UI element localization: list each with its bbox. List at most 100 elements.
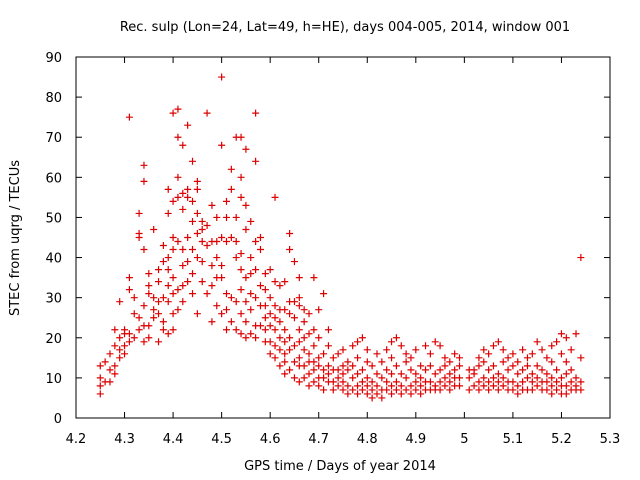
data-point xyxy=(392,362,400,370)
y-tick-label: 60 xyxy=(45,171,62,186)
data-point xyxy=(514,382,522,390)
data-point xyxy=(232,213,240,221)
data-point xyxy=(315,306,323,314)
data-point xyxy=(446,370,454,378)
data-point xyxy=(169,109,177,117)
data-point xyxy=(135,209,143,217)
data-point xyxy=(334,350,342,358)
data-point xyxy=(247,254,255,262)
data-point xyxy=(193,254,201,262)
data-point xyxy=(271,326,279,334)
data-point xyxy=(422,342,430,350)
data-point xyxy=(354,382,362,390)
data-point xyxy=(324,326,332,334)
data-point xyxy=(189,246,197,254)
data-point xyxy=(363,390,371,398)
data-point xyxy=(334,374,342,382)
data-point xyxy=(480,358,488,366)
data-point xyxy=(125,113,133,121)
data-point xyxy=(562,358,570,366)
data-point xyxy=(252,294,260,302)
data-point xyxy=(286,366,294,374)
data-point xyxy=(121,342,129,350)
x-tick-label: 4.7 xyxy=(308,432,329,447)
data-point xyxy=(179,205,187,213)
data-point xyxy=(213,213,221,221)
data-point xyxy=(320,374,328,382)
data-point xyxy=(485,350,493,358)
data-point xyxy=(300,318,308,326)
data-point xyxy=(184,234,192,241)
data-point xyxy=(431,370,439,378)
data-point xyxy=(140,246,148,254)
data-point xyxy=(514,390,522,398)
data-point xyxy=(310,378,318,386)
data-point xyxy=(358,334,366,342)
data-point xyxy=(286,229,294,237)
data-point xyxy=(378,374,386,382)
data-point xyxy=(96,374,104,382)
data-point xyxy=(334,382,342,390)
data-point xyxy=(237,266,245,274)
data-point xyxy=(116,346,124,354)
data-point xyxy=(456,354,464,362)
data-point xyxy=(553,378,561,386)
data-point xyxy=(509,386,517,394)
data-point xyxy=(446,378,454,386)
data-point xyxy=(310,366,318,374)
data-point xyxy=(514,370,522,378)
data-point xyxy=(402,358,410,366)
data-point xyxy=(242,225,250,233)
data-point xyxy=(412,378,420,386)
data-point xyxy=(363,382,371,390)
data-point xyxy=(441,354,449,362)
data-point xyxy=(339,370,347,378)
data-point xyxy=(150,314,158,322)
data-point xyxy=(184,258,192,266)
data-point xyxy=(407,366,415,374)
data-point xyxy=(174,238,182,246)
data-point xyxy=(155,338,163,346)
data-point xyxy=(494,370,502,378)
data-point xyxy=(232,326,240,334)
data-point xyxy=(174,306,182,314)
data-point xyxy=(339,386,347,394)
data-point xyxy=(96,382,104,390)
data-point xyxy=(397,342,405,350)
data-point xyxy=(261,314,269,322)
data-point xyxy=(426,378,434,386)
data-point xyxy=(383,346,391,354)
data-point xyxy=(543,354,551,362)
data-point xyxy=(179,262,187,270)
data-point xyxy=(523,362,531,370)
data-point xyxy=(189,270,197,278)
data-point xyxy=(227,165,235,173)
data-point xyxy=(203,290,211,298)
data-point xyxy=(383,366,391,374)
data-point xyxy=(533,374,541,382)
data-point xyxy=(533,362,541,370)
data-point xyxy=(237,173,245,181)
data-point xyxy=(320,290,328,298)
data-point xyxy=(295,338,303,346)
data-point xyxy=(213,254,221,262)
data-point xyxy=(528,386,536,394)
data-point xyxy=(349,342,357,350)
data-point xyxy=(431,382,439,390)
data-point xyxy=(489,374,497,382)
data-point xyxy=(567,378,575,386)
data-point xyxy=(339,378,347,386)
chart-title: Rec. sulp (Lon=24, Lat=49, h=HE), days 0… xyxy=(120,20,570,35)
data-point xyxy=(227,294,235,302)
data-point xyxy=(373,382,381,390)
data-point xyxy=(441,362,449,370)
data-point xyxy=(465,386,473,394)
data-point xyxy=(208,262,216,270)
data-point xyxy=(577,386,585,394)
data-point xyxy=(184,121,192,129)
y-tick-label: 70 xyxy=(45,131,62,146)
data-point xyxy=(193,310,201,318)
y-tick-label: 10 xyxy=(45,372,62,387)
data-point xyxy=(155,266,163,274)
